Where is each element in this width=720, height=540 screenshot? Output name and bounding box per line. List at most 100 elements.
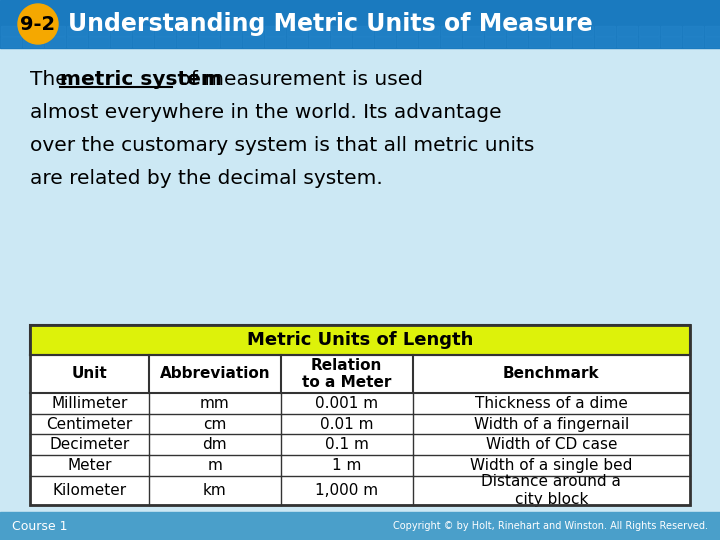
Text: Benchmark: Benchmark	[503, 367, 600, 381]
Text: 1,000 m: 1,000 m	[315, 483, 379, 498]
Bar	[30, 476, 690, 505]
Text: Unit: Unit	[71, 367, 107, 381]
Bar	[67, 37, 87, 47]
Text: Meter: Meter	[67, 458, 112, 473]
Bar	[551, 37, 571, 47]
Bar	[30, 455, 690, 476]
Text: Thickness of a dime: Thickness of a dime	[475, 396, 628, 411]
Text: 0.001 m: 0.001 m	[315, 396, 379, 411]
Bar	[507, 37, 527, 47]
Bar	[639, 37, 659, 47]
Bar	[529, 26, 549, 36]
Text: Kilometer: Kilometer	[53, 483, 127, 498]
Bar	[287, 37, 307, 47]
Bar	[30, 355, 690, 393]
Bar	[243, 26, 263, 36]
Text: 0.1 m: 0.1 m	[325, 437, 369, 453]
Bar	[485, 37, 505, 47]
Bar	[705, 37, 720, 47]
Bar	[463, 37, 483, 47]
Bar	[573, 26, 593, 36]
Bar	[30, 414, 690, 435]
Text: Width of CD case: Width of CD case	[486, 437, 617, 453]
Bar	[177, 26, 197, 36]
Bar	[331, 26, 351, 36]
Bar	[463, 26, 483, 36]
Text: Millimeter: Millimeter	[51, 396, 127, 411]
Text: cm: cm	[203, 416, 227, 431]
Bar	[0, 0, 720, 48]
Bar	[617, 37, 637, 47]
Text: Copyright © by Holt, Rinehart and Winston. All Rights Reserved.: Copyright © by Holt, Rinehart and Winsto…	[393, 521, 708, 531]
Bar	[177, 37, 197, 47]
Bar	[661, 26, 681, 36]
Bar	[221, 26, 241, 36]
Bar	[199, 26, 219, 36]
Bar	[595, 37, 615, 47]
Bar	[23, 26, 43, 36]
Text: Abbreviation: Abbreviation	[160, 367, 270, 381]
Bar	[221, 37, 241, 47]
Bar	[133, 37, 153, 47]
Bar	[573, 37, 593, 47]
Text: Distance around a
city block: Distance around a city block	[482, 474, 621, 507]
Bar	[89, 26, 109, 36]
Bar	[23, 37, 43, 47]
Text: dm: dm	[202, 437, 227, 453]
Bar	[353, 26, 373, 36]
Bar	[683, 26, 703, 36]
Bar	[397, 37, 417, 47]
Text: metric system: metric system	[60, 70, 222, 89]
Text: almost everywhere in the world. Its advantage: almost everywhere in the world. Its adva…	[30, 103, 502, 122]
Bar	[639, 26, 659, 36]
Bar	[30, 435, 690, 455]
Text: 1 m: 1 m	[332, 458, 361, 473]
Bar	[529, 37, 549, 47]
Text: 0.01 m: 0.01 m	[320, 416, 374, 431]
Bar	[551, 26, 571, 36]
Text: are related by the decimal system.: are related by the decimal system.	[30, 169, 383, 188]
Text: Width of a single bed: Width of a single bed	[470, 458, 633, 473]
Bar	[353, 37, 373, 47]
Text: Decimeter: Decimeter	[49, 437, 130, 453]
Bar	[419, 37, 439, 47]
Bar	[265, 37, 285, 47]
Bar	[419, 26, 439, 36]
Bar	[243, 37, 263, 47]
Bar	[155, 26, 175, 36]
Text: m: m	[207, 458, 222, 473]
Bar	[375, 26, 395, 36]
Text: of measurement is used: of measurement is used	[172, 70, 423, 89]
Bar	[595, 26, 615, 36]
Circle shape	[18, 4, 58, 44]
Bar	[1, 37, 21, 47]
Bar	[30, 393, 690, 414]
Bar	[661, 37, 681, 47]
Bar	[705, 26, 720, 36]
Text: 9-2: 9-2	[20, 15, 55, 33]
Text: km: km	[203, 483, 227, 498]
Bar	[375, 37, 395, 47]
Bar	[45, 37, 65, 47]
Bar	[30, 325, 690, 505]
Bar	[683, 37, 703, 47]
Bar	[441, 26, 461, 36]
Bar	[155, 37, 175, 47]
Bar	[617, 26, 637, 36]
Text: The: The	[30, 70, 74, 89]
Text: Metric Units of Length: Metric Units of Length	[247, 331, 473, 349]
Bar	[0, 48, 720, 512]
Bar	[397, 26, 417, 36]
Bar	[441, 37, 461, 47]
Bar	[30, 325, 690, 355]
Bar	[111, 26, 131, 36]
Text: over the customary system is that all metric units: over the customary system is that all me…	[30, 136, 534, 155]
Bar	[287, 26, 307, 36]
Bar	[89, 37, 109, 47]
Text: Understanding Metric Units of Measure: Understanding Metric Units of Measure	[68, 12, 593, 36]
Bar	[67, 26, 87, 36]
Text: Relation
to a Meter: Relation to a Meter	[302, 358, 392, 390]
Bar	[30, 325, 690, 355]
Bar	[111, 37, 131, 47]
Bar	[1, 26, 21, 36]
